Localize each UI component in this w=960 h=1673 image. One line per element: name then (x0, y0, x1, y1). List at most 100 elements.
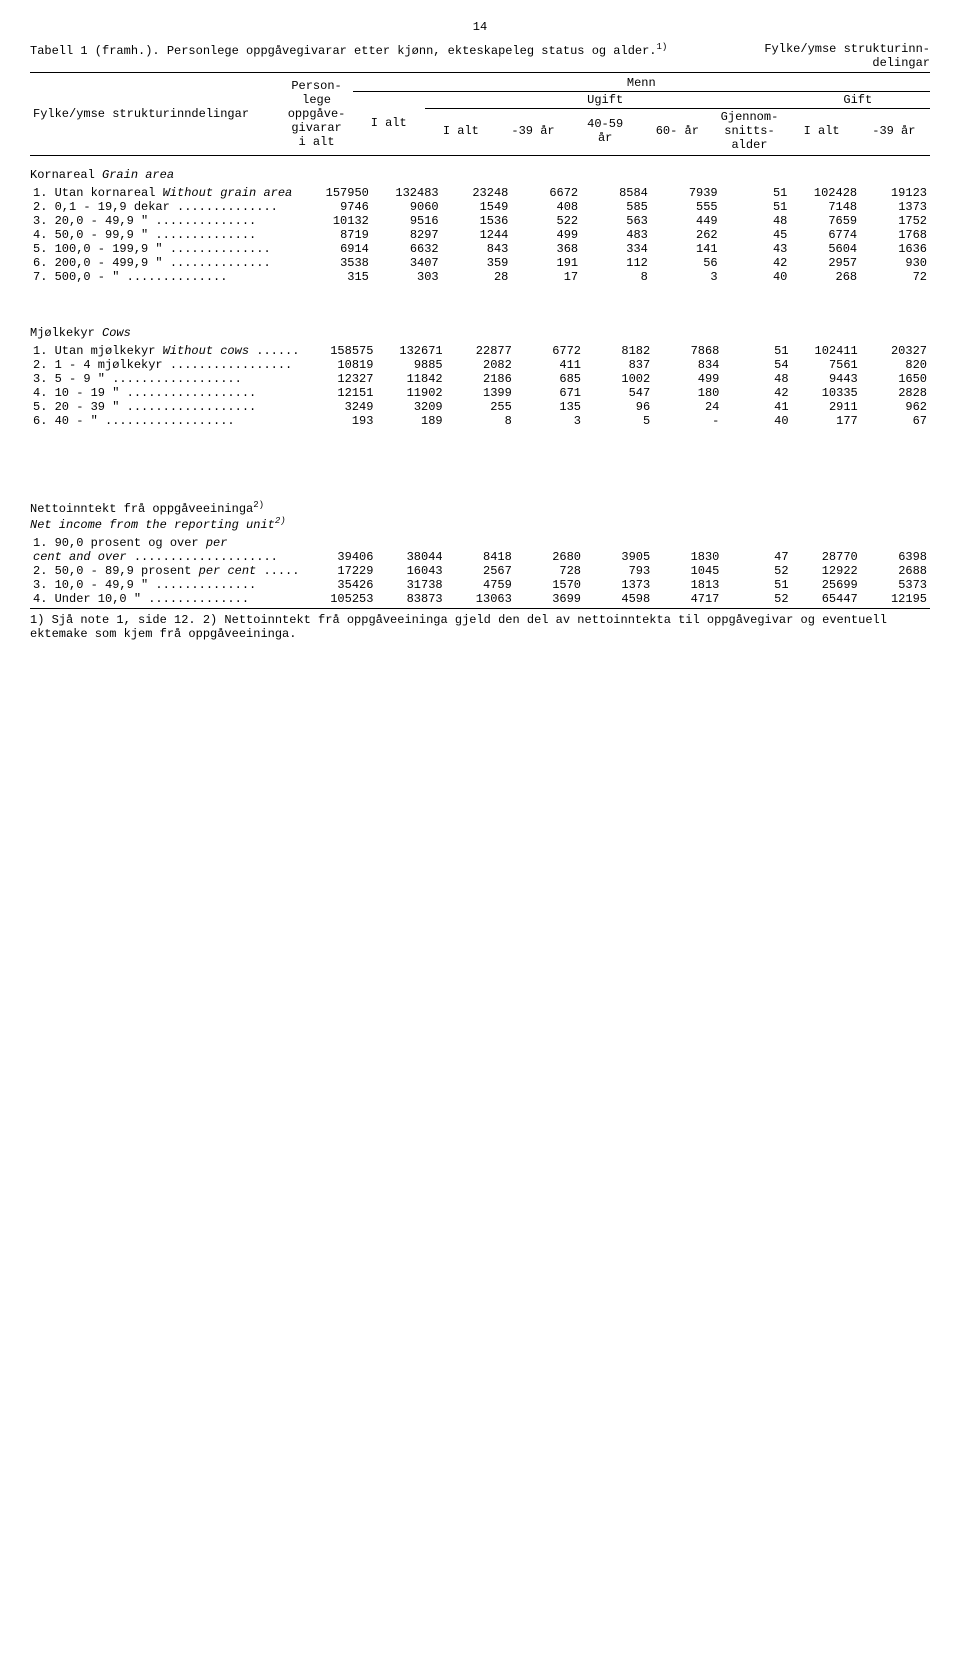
cell: 4598 (584, 592, 653, 606)
cell: 17229 (307, 564, 376, 578)
cell: 685 (515, 372, 584, 386)
cell: 1373 (860, 200, 930, 214)
row-label: 1. Utan mjølkekyr Without cows ...... (30, 344, 307, 358)
cell: 48 (721, 214, 791, 228)
cell: 105253 (307, 592, 376, 606)
rowhead-label: Fylke/ymse strukturinndelingar (30, 75, 280, 153)
cell: 334 (581, 242, 651, 256)
section1-title: Kornareal Grain area (30, 168, 930, 182)
cell (653, 536, 722, 550)
cell: 7939 (651, 186, 721, 200)
cell: 12151 (307, 386, 376, 400)
cell: 2680 (515, 550, 584, 564)
cell: 793 (584, 564, 653, 578)
cell: 1002 (584, 372, 653, 386)
cell: 16043 (376, 564, 445, 578)
table-row: 2. 0,1 - 19,9 dekar ..............974690… (30, 200, 930, 214)
cell: 6398 (861, 550, 930, 564)
cell: 262 (651, 228, 721, 242)
row-label: 3. 10,0 - 49,9 " .............. (30, 578, 307, 592)
cell: 65447 (792, 592, 861, 606)
cell: 28770 (792, 550, 861, 564)
cell: 820 (861, 358, 930, 372)
cell: 39406 (307, 550, 376, 564)
cell: 67 (861, 414, 930, 428)
title-left: Tabell 1 (framh.). Personlege oppgåvegiv… (30, 42, 667, 70)
cell: 9443 (792, 372, 861, 386)
table-row: 3. 5 - 9 " ..................12327118422… (30, 372, 930, 386)
cell: 193 (307, 414, 376, 428)
cell: 499 (653, 372, 722, 386)
row-label: 2. 0,1 - 19,9 dekar .............. (30, 200, 302, 214)
cell: 411 (515, 358, 584, 372)
cell: - (653, 414, 722, 428)
cell: 555 (651, 200, 721, 214)
cell: 843 (442, 242, 512, 256)
cell: 6772 (515, 344, 584, 358)
cell (722, 536, 791, 550)
cell: 2911 (792, 400, 861, 414)
cell: 1768 (860, 228, 930, 242)
cell: 35426 (307, 578, 376, 592)
row-label: 5. 20 - 39 " .................. (30, 400, 307, 414)
table-row: 1. 90,0 prosent og over per (30, 536, 930, 550)
cell: 10132 (302, 214, 372, 228)
table-row: 3. 20,0 - 49,9 " ..............101329516… (30, 214, 930, 228)
cell: 1373 (584, 578, 653, 592)
cell: 72 (860, 270, 930, 284)
cell: 9060 (372, 200, 442, 214)
cell: 2082 (446, 358, 515, 372)
cell: 51 (722, 344, 791, 358)
row-label: 1. 90,0 prosent og over per (30, 536, 307, 550)
cell: 24 (653, 400, 722, 414)
row-label: 2. 1 - 4 mjølkekyr ................. (30, 358, 307, 372)
cell: 45 (721, 228, 791, 242)
cell: 5604 (790, 242, 860, 256)
cell: 8 (581, 270, 651, 284)
cell: 315 (302, 270, 372, 284)
cell: 40 (721, 270, 791, 284)
table-row: 1. Utan mjølkekyr Without cows ......158… (30, 344, 930, 358)
cell: 4717 (653, 592, 722, 606)
cell: 52 (722, 592, 791, 606)
cell: 132483 (372, 186, 442, 200)
cell: 19123 (860, 186, 930, 200)
cell: 38044 (376, 550, 445, 564)
cell: 20327 (861, 344, 930, 358)
cell: 9746 (302, 200, 372, 214)
cell: 41 (722, 400, 791, 414)
row-label: 6. 40 - " .................. (30, 414, 307, 428)
row-label: 7. 500,0 - " .............. (30, 270, 302, 284)
cell: 2688 (861, 564, 930, 578)
cell: 135 (515, 400, 584, 414)
table-row: 6. 200,0 - 499,9 " ..............3538340… (30, 256, 930, 270)
cell: 1570 (515, 578, 584, 592)
row-label: 6. 200,0 - 499,9 " .............. (30, 256, 302, 270)
section2-italic: Cows (102, 326, 131, 340)
cell: 1813 (653, 578, 722, 592)
cell: 2567 (446, 564, 515, 578)
cell: 28 (442, 270, 512, 284)
table-row: cent and over ....................394063… (30, 550, 930, 564)
cell: 449 (651, 214, 721, 228)
row-label: 3. 5 - 9 " .................. (30, 372, 307, 386)
cell: 189 (376, 414, 445, 428)
cell: 102428 (790, 186, 860, 200)
cell: 1636 (860, 242, 930, 256)
cell: 23248 (442, 186, 512, 200)
cell: 12922 (792, 564, 861, 578)
table-row: 5. 100,0 - 199,9 " ..............6914663… (30, 242, 930, 256)
cell: 7659 (790, 214, 860, 228)
cell: 10819 (307, 358, 376, 372)
cell: 11902 (376, 386, 445, 400)
cell: 112 (581, 256, 651, 270)
cell: 3699 (515, 592, 584, 606)
cell: 5373 (861, 578, 930, 592)
row-label: 2. 50,0 - 89,9 prosent per cent ..... (30, 564, 307, 578)
cell: 368 (511, 242, 581, 256)
cell: 51 (721, 186, 791, 200)
row-label: cent and over .................... (30, 550, 307, 564)
row-label: 3. 20,0 - 49,9 " .............. (30, 214, 302, 228)
cell: 11842 (376, 372, 445, 386)
cell: 8 (446, 414, 515, 428)
